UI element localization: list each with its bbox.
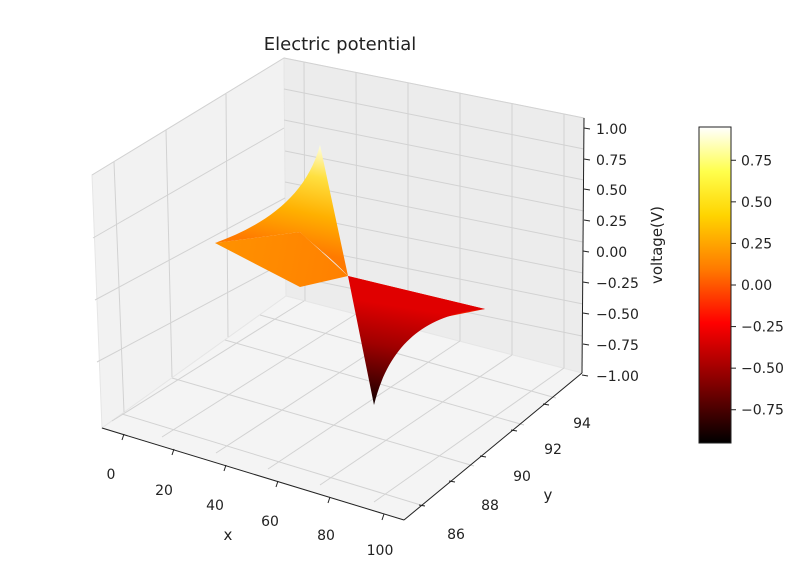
- x-tick-label: 0: [107, 467, 116, 483]
- x-axis-label: x: [224, 526, 233, 544]
- colorbar-tick-label: −0.75: [741, 403, 784, 419]
- z-tick-label: 0.25: [596, 214, 627, 230]
- colorbar-tick-label: 0.25: [741, 236, 772, 252]
- x-tick-labels: 0 20 40 60 80 100: [107, 467, 394, 559]
- z-tick-label: −0.25: [596, 276, 639, 292]
- z-tick-label: 0.00: [596, 245, 627, 261]
- x-tick-label: 20: [155, 483, 173, 499]
- colorbar-ticks: 0.75 0.50 0.25 0.00 −0.25 −0.50 −0.75: [731, 153, 784, 419]
- z-axis-label: voltage(V): [648, 206, 666, 284]
- x-tick-label: 100: [367, 543, 394, 559]
- colorbar: 0.75 0.50 0.25 0.00 −0.25 −0.50 −0.75: [698, 126, 784, 444]
- y-tick-label: 90: [513, 469, 531, 485]
- tick-marks: [121, 127, 591, 521]
- y-tick-label: 92: [544, 442, 562, 458]
- axis-lines: [101, 117, 585, 521]
- colorbar-tick-label: 0.50: [741, 195, 772, 211]
- x-tick-label: 40: [206, 498, 224, 514]
- z-tick-label: 0.75: [596, 153, 627, 169]
- z-tick-label: −1.00: [596, 369, 639, 385]
- z-tick-label: −0.75: [596, 338, 639, 354]
- y-tick-label: 94: [573, 416, 591, 432]
- colorbar-tick-label: 0.75: [741, 153, 772, 169]
- y-axis-label: y: [544, 486, 553, 504]
- surface-negative-trough: [348, 276, 485, 405]
- x-tick-label: 80: [317, 528, 335, 544]
- y-tick-label: 86: [447, 527, 465, 543]
- z-tick-label: −0.50: [596, 307, 639, 323]
- chart-title: Electric potential: [264, 34, 417, 55]
- x-tick-label: 60: [261, 514, 279, 530]
- z-tick-label: 0.50: [596, 183, 627, 199]
- colorbar-gradient: [698, 126, 732, 444]
- surface-flat-left: [215, 232, 348, 287]
- z-tick-label: 1.00: [596, 122, 627, 138]
- grid-lines: [91, 57, 585, 507]
- y-axis-line: [403, 372, 583, 521]
- colorbar-tick-label: 0.00: [741, 278, 772, 294]
- colorbar-tick-label: −0.50: [741, 361, 784, 377]
- y-tick-label: 88: [481, 498, 499, 514]
- z-axis-line: [581, 117, 585, 374]
- x-axis-line: [101, 427, 405, 521]
- colorbar-tick-label: −0.25: [741, 320, 784, 336]
- surface-positive-peak: [215, 145, 348, 276]
- y-tick-labels: 86 88 90 92 94: [447, 416, 591, 543]
- potential-surface: [215, 145, 485, 405]
- z-tick-labels: 1.00 0.75 0.50 0.25 0.00 −0.25 −0.50 −0.…: [596, 122, 639, 385]
